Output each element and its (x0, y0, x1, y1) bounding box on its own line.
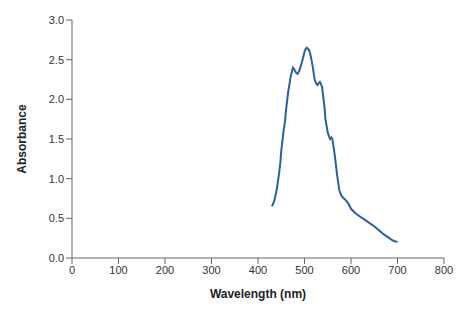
svg-text:700: 700 (388, 264, 406, 276)
svg-text:2.0: 2.0 (49, 93, 64, 105)
svg-text:800: 800 (435, 264, 453, 276)
svg-text:400: 400 (249, 264, 267, 276)
svg-text:0: 0 (69, 264, 75, 276)
svg-text:Absorbance: Absorbance (15, 104, 29, 174)
svg-text:2.5: 2.5 (49, 54, 64, 66)
svg-text:0.5: 0.5 (49, 212, 64, 224)
svg-text:1.0: 1.0 (49, 173, 64, 185)
svg-text:Wavelength (nm): Wavelength (nm) (210, 287, 306, 301)
svg-text:100: 100 (109, 264, 127, 276)
svg-text:300: 300 (202, 264, 220, 276)
svg-text:1.5: 1.5 (49, 133, 64, 145)
svg-text:3.0: 3.0 (49, 14, 64, 26)
svg-text:500: 500 (295, 264, 313, 276)
svg-text:600: 600 (342, 264, 360, 276)
svg-text:200: 200 (156, 264, 174, 276)
svg-text:0.0: 0.0 (49, 252, 64, 264)
